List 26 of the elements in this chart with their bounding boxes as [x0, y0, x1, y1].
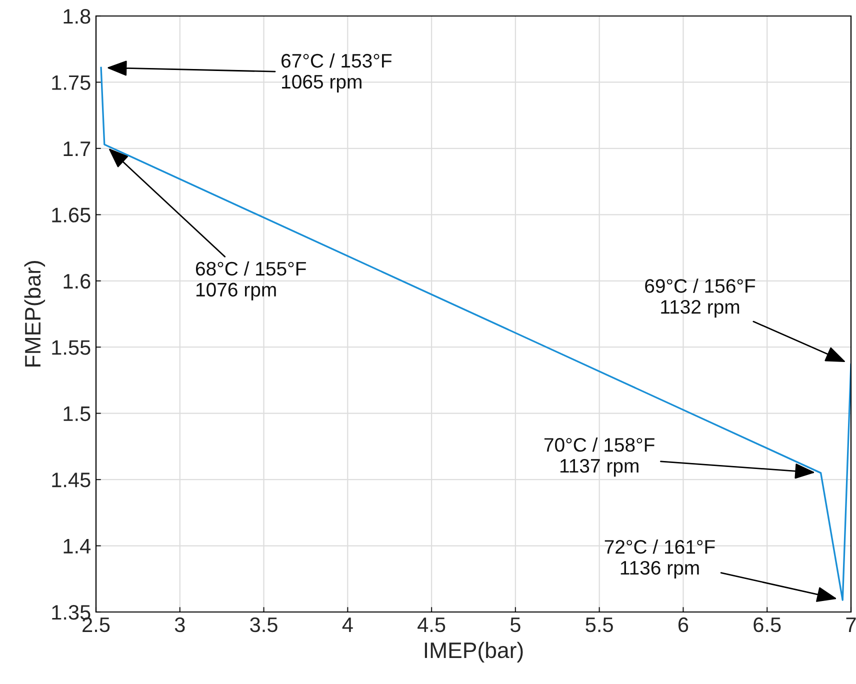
x-tick-label: 4.5: [418, 618, 446, 632]
x-axis-title: IMEP(bar): [424, 642, 523, 663]
annotation: 70°C / 158°F 1137 rpm: [544, 438, 654, 477]
x-tick-label: 3.5: [250, 617, 278, 632]
line-series: [100, 66, 851, 601]
y-tick-label: 1.45: [52, 472, 90, 488]
x-tick-label: 5.5: [586, 618, 613, 632]
x-tick-label: 5: [510, 618, 520, 632]
y-tick-label: 1.7: [64, 142, 90, 156]
x-tick-label: 4: [342, 618, 353, 632]
x-tick-label: 6.5: [754, 617, 781, 632]
x-tick-label: 6: [678, 617, 688, 632]
y-axis-title: FMEP(bar): [24, 261, 46, 366]
annotation: 69°C / 156°F 1132 rpm: [645, 278, 756, 318]
y-tick-label: 1.55: [52, 340, 90, 355]
y-tick-label: 1.8: [64, 9, 90, 24]
annotation: 67°C / 153°F 1065 rpm: [282, 53, 392, 92]
y-tick-label: 1.5: [64, 406, 90, 422]
annotation: 72°C / 161°F 1136 rpm: [604, 539, 715, 579]
y-tick-label: 1.6: [64, 274, 90, 289]
annotation: 68°C / 155°F 1076 rpm: [196, 261, 306, 300]
x-tick-label: 3: [174, 617, 185, 632]
y-tick-label: 1.4: [64, 538, 91, 554]
x-tick-label: 7: [846, 618, 856, 632]
y-tick-label: 1.65: [52, 208, 90, 222]
y-tick-label: 1.75: [52, 75, 90, 90]
